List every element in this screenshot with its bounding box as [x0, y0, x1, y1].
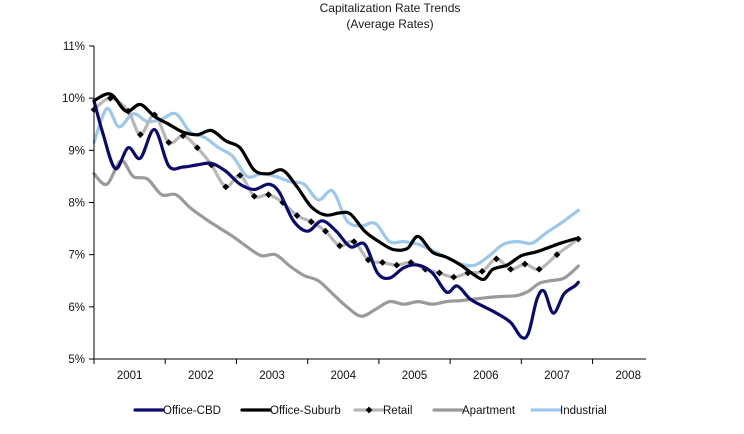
legend-label: Retail	[383, 405, 412, 417]
x-tick-label: 2004	[330, 370, 356, 382]
data-point-retail	[265, 191, 272, 199]
data-point-retail	[250, 192, 258, 200]
data-point-retail	[222, 183, 230, 191]
legend-label: Apartment	[462, 405, 516, 417]
data-point-retail	[436, 269, 443, 277]
x-tick-label: 2005	[402, 370, 428, 382]
y-tick-label: 9%	[68, 145, 85, 157]
series-line-retail	[92, 96, 580, 279]
series-line-office-suburb	[92, 92, 580, 282]
data-point-retail	[350, 238, 358, 246]
y-tick-label: 8%	[68, 198, 85, 210]
legend-item-office-cbd: Office-CBD	[133, 405, 221, 417]
data-point-retail	[493, 255, 500, 263]
data-point-retail	[293, 212, 301, 219]
x-tick-label: 2008	[615, 370, 641, 382]
data-point-retail	[521, 260, 529, 268]
data-point-retail	[193, 144, 201, 152]
legend-marker	[365, 406, 373, 414]
x-tick-label: 2003	[259, 370, 285, 382]
x-tick-label: 2002	[188, 370, 214, 382]
series-line-office-cbd	[92, 99, 580, 340]
data-point-retail	[507, 265, 515, 273]
chart-title: Capitalization Rate Trends	[320, 1, 461, 15]
x-tick-label: 2007	[544, 370, 570, 382]
data-point-retail	[106, 94, 114, 102]
legend-item-apartment: Apartment	[432, 405, 516, 417]
data-point-retail	[535, 265, 543, 273]
y-tick-label: 10%	[62, 93, 85, 105]
y-tick-label: 5%	[68, 354, 85, 366]
legend-item-retail: Retail	[353, 405, 412, 417]
data-point-retail	[322, 227, 329, 235]
y-tick-label: 7%	[68, 250, 85, 262]
data-point-retail	[393, 261, 401, 269]
legend-item-industrial: Industrial	[530, 405, 607, 417]
legend-label: Office-CBD	[163, 405, 221, 417]
y-tick-label: 11%	[63, 41, 85, 53]
data-point-retail	[165, 139, 173, 146]
series-layer	[90, 92, 582, 340]
series-line-apartment	[92, 159, 580, 318]
legend: Office-CBD Office-Suburb Retail Apartment In…	[133, 405, 607, 417]
x-tick-label: 2001	[117, 370, 143, 382]
legend-label: Industrial	[560, 405, 607, 417]
axes-layer: 5% 6% 7% 8% 9% 10% 11% 2001 2002 2003 2004 2005 2006…	[62, 41, 646, 382]
data-point-retail	[136, 131, 144, 139]
data-point-retail	[179, 132, 187, 140]
legend-item-office-suburb: Office-Suburb	[240, 405, 341, 417]
data-point-retail	[307, 218, 315, 226]
y-tick-label: 6%	[68, 302, 85, 314]
chart-subtitle: (Average Rates)	[346, 17, 433, 31]
data-point-retail	[236, 171, 244, 179]
data-point-retail	[553, 251, 561, 259]
data-point-retail	[336, 242, 344, 250]
data-point-retail	[478, 267, 486, 275]
data-point-retail	[450, 273, 458, 281]
series-line-industrial	[92, 106, 580, 268]
data-point-retail	[379, 259, 386, 266]
legend-label: Office-Suburb	[270, 405, 341, 417]
x-tick-label: 2006	[473, 370, 499, 382]
